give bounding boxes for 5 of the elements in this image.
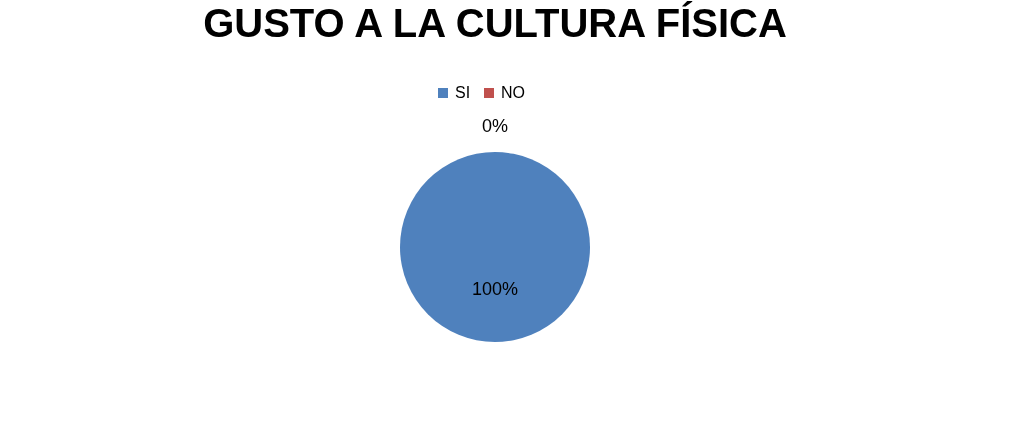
legend-label: NO — [501, 84, 525, 101]
data-label: 100% — [471, 278, 519, 299]
legend-label: SI — [455, 84, 471, 101]
chart-title: GUSTO A LA CULTURA FÍSICA — [203, 1, 787, 45]
text: 0% — [481, 116, 509, 136]
